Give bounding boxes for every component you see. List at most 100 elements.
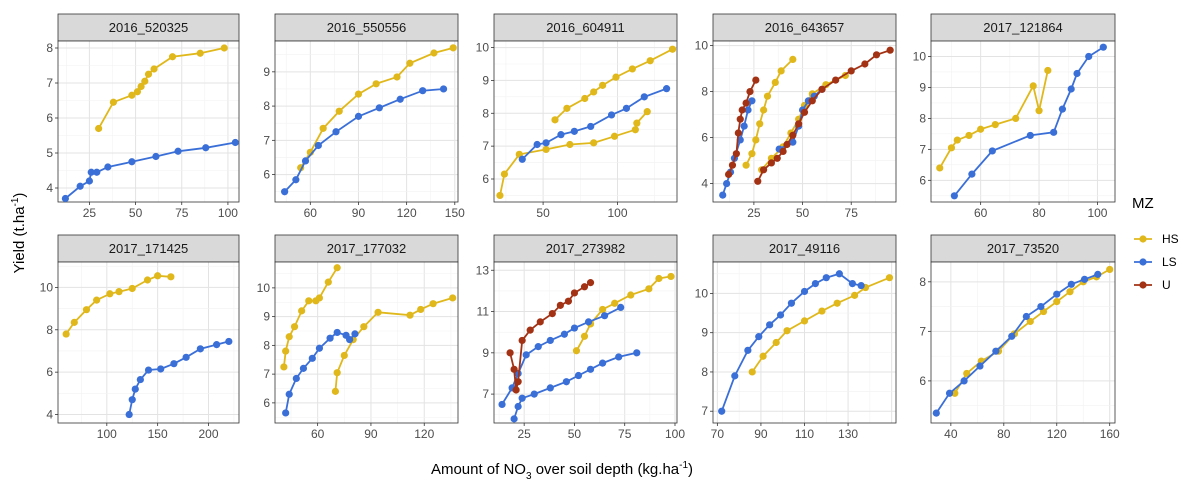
y-tick-label: 6 — [482, 172, 489, 186]
data-point — [746, 88, 754, 96]
data-point — [196, 49, 204, 57]
panel-border — [930, 261, 1116, 424]
y-tick-label: 7 — [919, 142, 926, 156]
y-tick-label: 8 — [701, 365, 708, 379]
y-tick-label: 6 — [263, 168, 270, 182]
series-U — [724, 76, 760, 178]
data-point — [599, 81, 607, 89]
y-tick-label: 8 — [263, 99, 270, 113]
data-point — [936, 164, 944, 172]
series-HS — [280, 264, 341, 371]
data-point — [93, 296, 101, 304]
x-tick-label: 90 — [364, 427, 378, 441]
data-point — [598, 305, 607, 314]
facet-strip-label: 2016_604911 — [546, 20, 625, 35]
data-point — [518, 155, 526, 163]
data-point — [106, 290, 114, 298]
series-HS — [496, 108, 651, 200]
data-point — [800, 287, 809, 296]
data-point — [143, 276, 152, 284]
data-point — [1106, 265, 1114, 274]
y-tick-label: 4 — [701, 177, 708, 191]
data-point — [70, 318, 78, 326]
panel-2016_643657: 2016_643657 25 50 75 4 6 8 10 — [695, 13, 897, 220]
facet-strip — [57, 13, 240, 42]
series-LS — [718, 270, 865, 415]
data-point — [800, 108, 809, 116]
data-point — [640, 93, 648, 101]
series-HS — [742, 55, 797, 169]
data-point — [947, 144, 956, 152]
panel-border — [930, 40, 1116, 203]
x-tick-label: 25 — [83, 206, 97, 220]
data-point — [760, 106, 768, 114]
data-point — [1058, 105, 1067, 113]
data-point — [748, 97, 756, 105]
data-point — [1044, 66, 1052, 75]
y-tick-label: 7 — [263, 367, 270, 381]
y-axis-title-main: Yield (t.ha — [11, 206, 28, 274]
data-point — [1022, 312, 1030, 321]
y-tick-label: 10 — [695, 286, 709, 300]
series-LS — [518, 85, 671, 163]
x-tick-label: 120 — [1047, 427, 1067, 441]
data-point — [533, 140, 541, 149]
data-point — [1026, 317, 1034, 326]
data-point — [346, 336, 354, 344]
data-point — [131, 385, 139, 393]
data-point — [231, 138, 239, 147]
data-point — [510, 365, 518, 373]
data-point — [406, 59, 414, 67]
data-point — [93, 168, 101, 176]
data-point — [668, 45, 677, 53]
data-point — [643, 108, 651, 116]
x-tick-label: 150 — [445, 206, 465, 220]
data-point — [560, 330, 568, 338]
data-point — [429, 300, 437, 308]
data-point — [728, 161, 737, 169]
data-point — [789, 138, 797, 146]
x-axis-title-sub: 3 — [526, 471, 532, 482]
data-point — [335, 107, 343, 115]
series-line — [953, 46, 1104, 197]
data-point — [449, 44, 457, 52]
data-point — [115, 288, 123, 296]
data-point — [960, 377, 968, 385]
data-point — [976, 362, 984, 370]
panel-border — [274, 261, 459, 424]
y-tick-label: 7 — [919, 324, 926, 338]
data-point — [655, 274, 663, 283]
y-tick-label: 9 — [701, 326, 708, 340]
data-point — [789, 55, 797, 64]
data-point — [285, 333, 293, 341]
data-point — [992, 347, 1000, 355]
data-point — [848, 279, 857, 288]
data-point — [795, 120, 803, 128]
data-point — [292, 176, 300, 184]
data-point — [773, 154, 781, 162]
data-point — [800, 317, 809, 325]
data-point — [298, 307, 306, 315]
y-tick-label: 6 — [263, 396, 270, 410]
series-line — [756, 49, 891, 182]
data-point — [562, 378, 570, 386]
data-point — [570, 127, 578, 135]
data-point — [783, 327, 791, 335]
data-point — [587, 122, 595, 131]
data-point — [667, 272, 675, 281]
panel-border — [57, 261, 240, 424]
data-point — [144, 366, 153, 374]
gridlines — [931, 40, 1115, 202]
x-tick-label: 100 — [97, 427, 117, 441]
y-tick-label: 7 — [46, 76, 53, 90]
data-point — [627, 291, 635, 299]
data-point — [590, 88, 598, 96]
data-point — [752, 136, 760, 144]
data-point — [776, 311, 785, 319]
data-point — [1073, 69, 1081, 78]
data-point — [965, 131, 973, 140]
series-U — [506, 279, 595, 394]
facet-strip-label: 2017_273982 — [546, 241, 626, 256]
x-tick-label: 60 — [974, 206, 988, 220]
series-line — [751, 276, 890, 373]
